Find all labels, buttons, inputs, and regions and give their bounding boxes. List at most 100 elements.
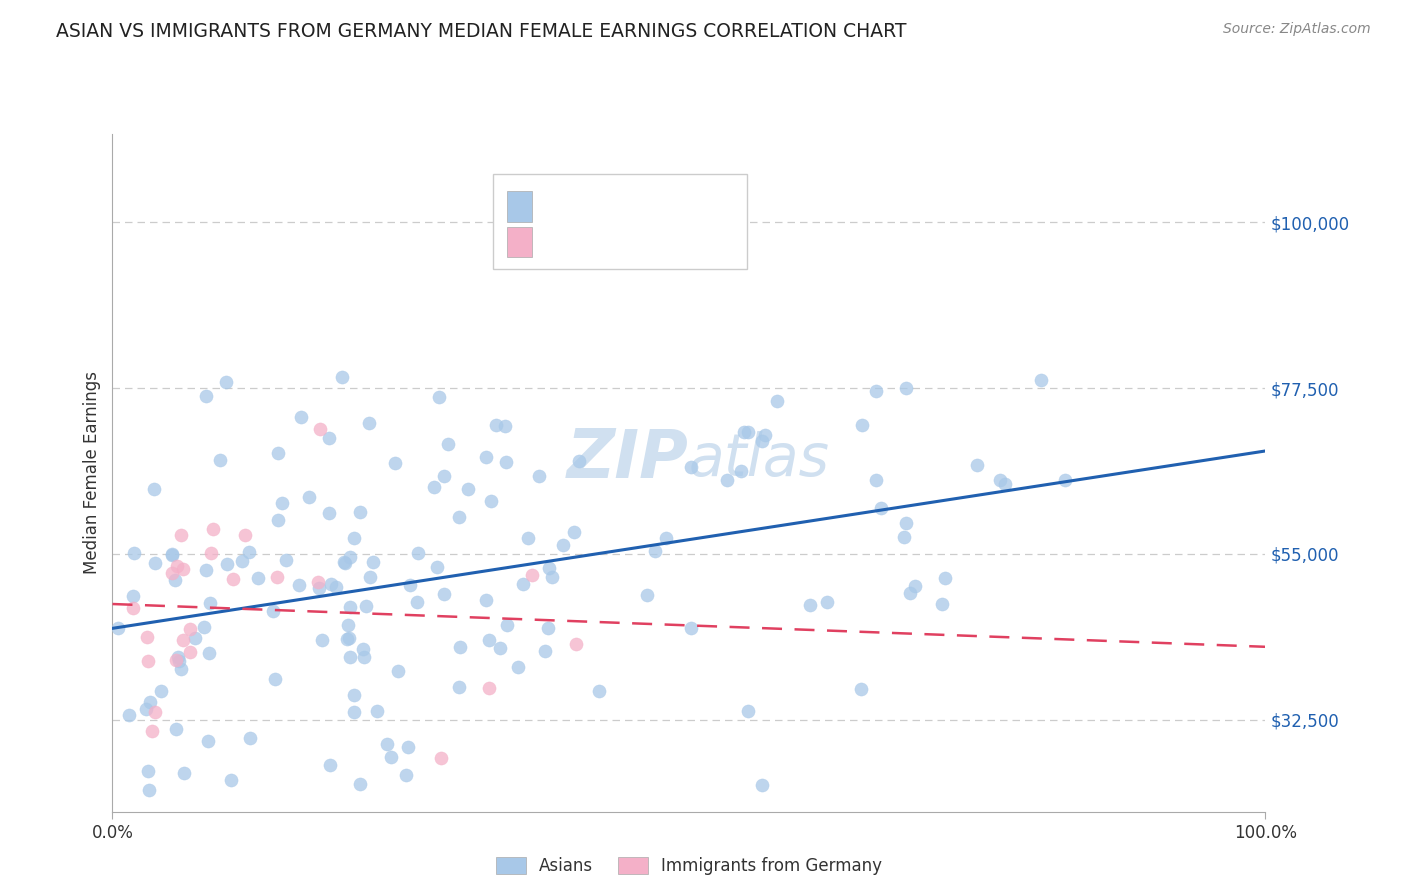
Point (122, 589, 145, 603)
Point (343, 705, 366, 719)
Point (931, 597, 953, 611)
Point (336, 632, 359, 646)
Point (201, 522, 224, 536)
Point (869, 501, 891, 516)
Point (737, 425, 759, 439)
Point (865, 473, 887, 487)
Point (308, 422, 330, 436)
Point (437, 437, 460, 451)
Point (339, 549, 361, 564)
Point (172, 561, 194, 575)
Point (904, 579, 927, 593)
Point (520, 568, 543, 582)
Point (457, 483, 479, 497)
Point (118, 708, 141, 723)
Point (209, 452, 232, 467)
Point (754, 427, 776, 442)
Point (352, 642, 374, 657)
Point (730, 464, 752, 478)
Point (512, 577, 534, 591)
Point (319, 758, 342, 772)
Point (145, 556, 167, 570)
Point (994, 477, 1017, 491)
Point (337, 617, 360, 632)
Point (765, 394, 787, 409)
Point (107, 621, 129, 635)
Point (266, 570, 288, 584)
Point (135, 701, 157, 715)
Point (121, 601, 143, 615)
Point (406, 595, 429, 609)
Point (162, 548, 184, 562)
Point (478, 681, 501, 695)
Point (716, 473, 738, 487)
Point (288, 578, 311, 592)
Point (432, 587, 454, 601)
Point (170, 662, 193, 676)
Point (271, 496, 294, 510)
Point (330, 370, 353, 384)
Point (136, 654, 159, 668)
Point (479, 493, 502, 508)
Point (898, 586, 921, 600)
Point (247, 571, 270, 585)
Point (339, 600, 361, 615)
Point (343, 689, 366, 703)
Point (529, 468, 551, 483)
Point (395, 768, 418, 782)
Point (195, 389, 218, 403)
Point (349, 777, 371, 791)
Point (396, 740, 419, 755)
Point (264, 672, 287, 686)
Point (319, 577, 342, 591)
Point (266, 446, 288, 460)
Point (193, 620, 215, 634)
Point (354, 599, 377, 613)
Point (553, 538, 575, 552)
Point (799, 599, 821, 613)
Point (423, 479, 446, 493)
Point (238, 545, 260, 559)
Point (475, 450, 498, 464)
Text: atlas: atlas (689, 431, 830, 488)
Point (655, 531, 678, 545)
Point (200, 596, 222, 610)
Point (262, 604, 284, 618)
Point (375, 737, 398, 751)
Point (307, 575, 329, 590)
Point (221, 572, 243, 586)
Point (349, 505, 371, 519)
Point (384, 456, 406, 470)
Point (173, 765, 195, 780)
Point (276, 553, 298, 567)
Point (142, 482, 165, 496)
Point (865, 384, 887, 398)
Point (165, 653, 187, 667)
Point (447, 680, 470, 694)
Point (267, 513, 290, 527)
Point (562, 525, 585, 540)
Point (366, 704, 388, 718)
Point (363, 555, 385, 569)
Point (195, 564, 218, 578)
Point (815, 595, 838, 609)
Point (138, 782, 160, 797)
Point (447, 509, 470, 524)
Point (751, 434, 773, 448)
Point (737, 704, 759, 718)
Point (934, 571, 956, 585)
Point (849, 681, 872, 696)
Point (380, 750, 402, 764)
Point (219, 773, 242, 788)
Point (339, 650, 361, 665)
Legend: Asians, Immigrants from Germany: Asians, Immigrants from Germany (489, 850, 889, 881)
Point (896, 516, 918, 530)
Point (184, 632, 207, 646)
Point (165, 722, 187, 736)
Point (179, 645, 201, 659)
Point (179, 622, 201, 636)
Point (136, 764, 159, 779)
Point (733, 425, 755, 439)
Text: ZIP: ZIP (567, 426, 689, 492)
Point (318, 431, 340, 445)
